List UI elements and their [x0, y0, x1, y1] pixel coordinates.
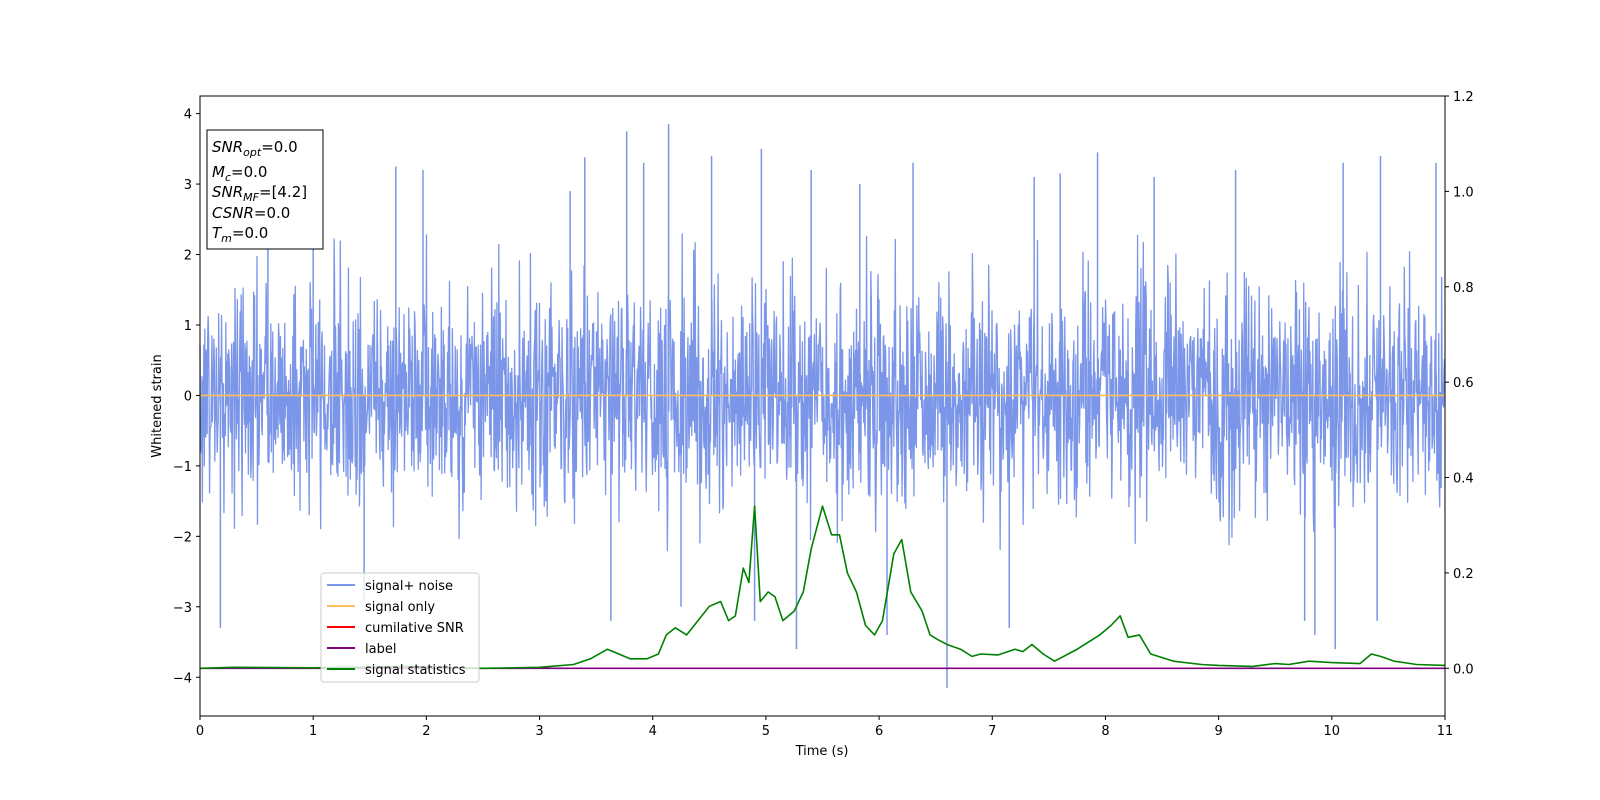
snr-mf-sub: MF	[243, 191, 259, 204]
svg-text:SNRopt=0.0: SNRopt=0.0	[212, 138, 298, 159]
snr-mf-symbol: SNR	[212, 183, 243, 201]
x-tick-label: 6	[875, 724, 883, 739]
x-tick-label: 4	[649, 724, 657, 739]
snr-opt-value: =0.0	[261, 138, 297, 156]
y2-tick-label: 1.2	[1453, 90, 1474, 105]
y-tick-label: 4	[184, 108, 192, 123]
y-tick-label: −1	[173, 460, 192, 475]
csnr-value: =0.0	[254, 204, 290, 222]
x-tick-label: 2	[422, 724, 430, 739]
info-box-frame	[206, 129, 324, 250]
svg-text:SNRMF=[4.2]: SNRMF=[4.2]	[212, 183, 307, 204]
x-axis-label: Time (s)	[795, 744, 849, 759]
x-tick-label: 5	[762, 724, 770, 739]
x-tick-label: 9	[1214, 724, 1222, 739]
legend-label-signal-only: signal only	[365, 600, 435, 615]
svg-text:CSNR=0.0: CSNR=0.0	[212, 204, 290, 222]
y2-tick-label: 1.0	[1453, 185, 1474, 200]
y-tick-label: 0	[184, 389, 192, 404]
y2-tick-label: 0.2	[1453, 567, 1474, 582]
mc-sub: c	[225, 171, 231, 184]
y2-tick-label: 0.0	[1453, 662, 1474, 677]
legend-label-signal-noise: signal+ noise	[365, 579, 453, 594]
svg-text:Mc=0.0: Mc=0.0	[212, 163, 267, 184]
y2-tick-label: 0.6	[1453, 376, 1474, 391]
legend-label-signal-statistics: signal statistics	[365, 663, 466, 678]
tm-sub: m	[221, 232, 232, 245]
x-tick-label: 0	[196, 724, 204, 739]
x-tick-label: 8	[1101, 724, 1109, 739]
csnr-symbol: CSNR	[212, 204, 254, 222]
x-tick-label: 7	[988, 724, 996, 739]
signal-noise-series	[199, 124, 1446, 688]
x-tick-label: 3	[535, 724, 543, 739]
tm-value: =0.0	[232, 224, 268, 242]
snr-opt-symbol: SNR	[212, 138, 243, 156]
x-tick-label: 1	[309, 724, 317, 739]
signal-statistics-line	[199, 505, 1446, 670]
y-tick-label: 2	[184, 249, 192, 264]
x-tick-label: 11	[1437, 724, 1454, 739]
y-tick-label: −2	[173, 530, 192, 545]
y-tick-label: −3	[173, 601, 192, 616]
legend: signal+ noise signal only cumilative SNR…	[320, 572, 480, 683]
legend-label-cumulative-snr: cumilative SNR	[365, 621, 464, 636]
y-axis-label: Whitened strain	[150, 354, 165, 457]
y2-tick-label: 0.8	[1453, 281, 1474, 296]
legend-label-label: label	[365, 642, 396, 657]
y2-tick-label: 0.4	[1453, 472, 1474, 487]
svg-text:Tm=0.0: Tm=0.0	[212, 224, 268, 245]
mc-value: =0.0	[231, 163, 267, 181]
legend-frame	[320, 572, 480, 683]
x-tick-label: 10	[1324, 724, 1341, 739]
y-tick-label: −4	[173, 671, 192, 686]
snr-opt-sub: opt	[243, 146, 262, 159]
snr-mf-value: =[4.2]	[259, 183, 307, 201]
tm-symbol: T	[212, 224, 223, 242]
y-tick-label: 3	[184, 178, 192, 193]
y-tick-label: 1	[184, 319, 192, 334]
mc-symbol: M	[212, 163, 225, 181]
plot-frame	[199, 95, 1446, 717]
info-box: SNRopt=0.0 Mc=0.0 SNRMF=[4.2] CSNR=0.0 T…	[206, 129, 324, 250]
